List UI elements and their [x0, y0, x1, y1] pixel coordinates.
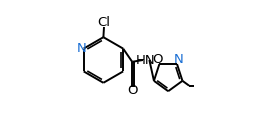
Text: O: O — [153, 53, 163, 66]
Text: HN: HN — [136, 54, 156, 66]
Text: Cl: Cl — [97, 16, 111, 29]
Text: N: N — [174, 53, 183, 66]
Text: N: N — [77, 42, 86, 54]
Text: O: O — [127, 84, 137, 97]
